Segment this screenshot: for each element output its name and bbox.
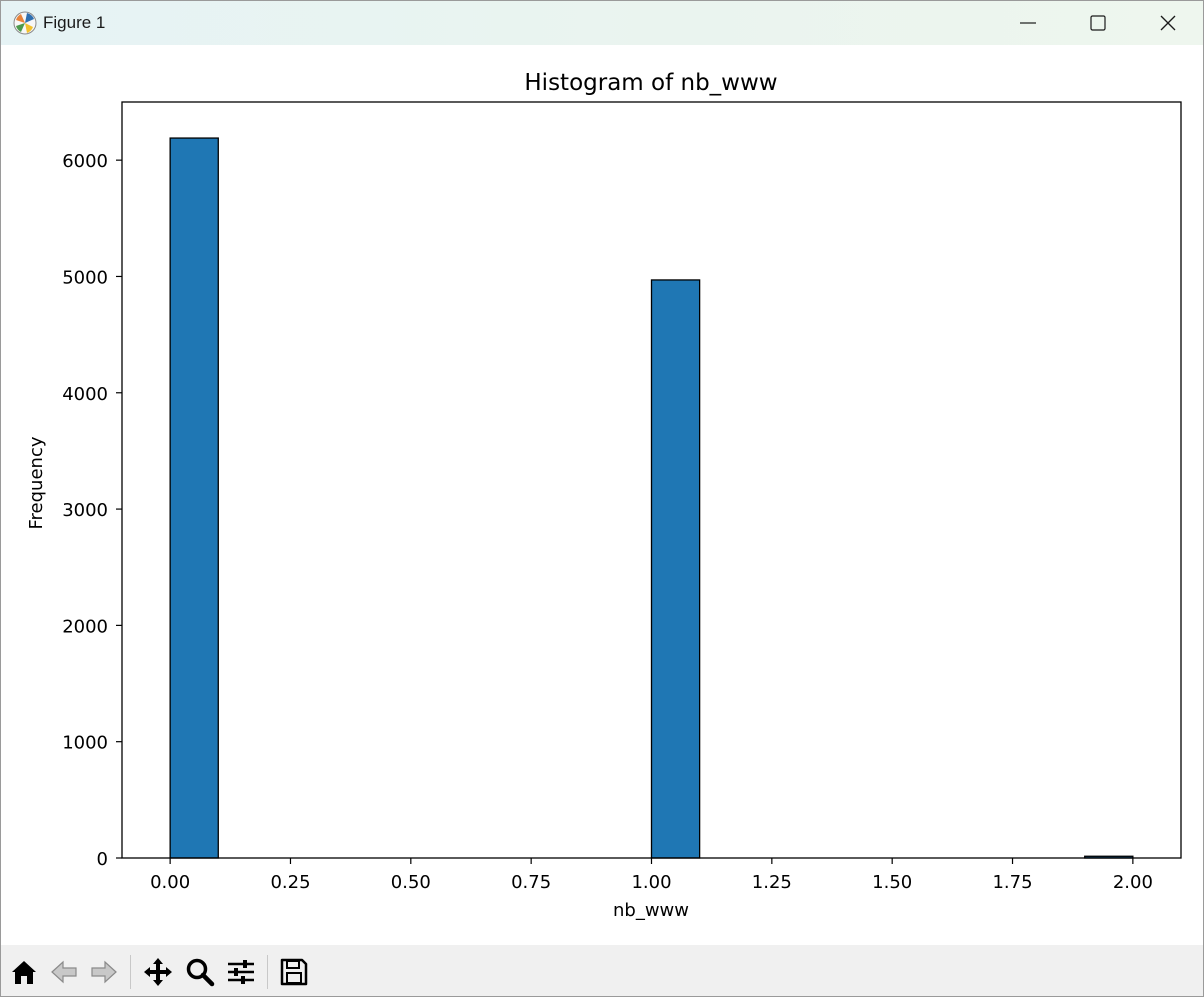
- forward-button[interactable]: [87, 955, 121, 989]
- chart-title: Histogram of nb_www: [524, 70, 777, 96]
- y-tick-label: 4000: [62, 384, 108, 405]
- y-tick-label: 1000: [62, 733, 108, 754]
- zoom-button[interactable]: [183, 955, 217, 989]
- x-tick-label: 0.25: [270, 872, 310, 893]
- close-button[interactable]: [1133, 1, 1203, 45]
- toolbar-separator: [267, 955, 268, 989]
- zoom-magnifier-icon: [186, 958, 215, 987]
- home-icon: [12, 961, 36, 984]
- matplotlib-icon: [13, 11, 37, 35]
- configure-subplots-button[interactable]: [224, 955, 258, 989]
- toolbar-separator: [130, 955, 131, 989]
- y-tick-label: 2000: [62, 616, 108, 637]
- close-icon: [1160, 15, 1176, 31]
- x-tick-label: 1.00: [631, 872, 671, 893]
- x-tick-label: 1.75: [992, 872, 1032, 893]
- y-axis-label: Frequency: [26, 436, 47, 529]
- y-tick-label: 3000: [62, 500, 108, 521]
- pan-move-icon: [144, 958, 172, 986]
- histogram-bar: [169, 137, 219, 859]
- histogram-chart: Histogram of nb_www 0.00 0.25 0.50 0.75 1.00…: [26, 70, 1182, 921]
- window-title: Figure 1: [43, 13, 106, 32]
- x-tick-label: 1.50: [872, 872, 912, 893]
- navigation-toolbar: [1, 945, 1203, 996]
- home-button[interactable]: [7, 955, 41, 989]
- x-tick-label: 0.00: [150, 872, 190, 893]
- back-arrow-icon: [51, 960, 77, 984]
- x-tick-label: 1.25: [752, 872, 792, 893]
- bars-group: [169, 137, 1134, 859]
- pan-button[interactable]: [141, 955, 175, 989]
- y-tick-label: 5000: [62, 267, 108, 288]
- x-tick-label: 0.50: [391, 872, 431, 893]
- x-axis-label: nb_www: [613, 900, 689, 921]
- x-tick-label: 0.75: [511, 872, 551, 893]
- forward-arrow-icon: [91, 960, 117, 984]
- back-button[interactable]: [47, 955, 81, 989]
- save-disk-icon: [280, 958, 308, 986]
- x-axis-ticks: 0.00 0.25 0.50 0.75 1.00 1.25 1.50 1.75 2.00: [150, 858, 1153, 893]
- save-button[interactable]: [277, 955, 311, 989]
- figure-canvas[interactable]: Histogram of nb_www 0.00 0.25 0.50 0.75 1.00…: [1, 45, 1203, 945]
- maximize-icon: [1090, 15, 1106, 31]
- histogram-bar: [650, 279, 701, 859]
- minimize-icon: [1020, 22, 1036, 24]
- configure-subplots-icon: [228, 960, 254, 984]
- y-tick-label: 6000: [62, 151, 108, 172]
- y-tick-label: 0: [97, 849, 108, 870]
- maximize-button[interactable]: [1063, 1, 1133, 45]
- x-tick-label: 2.00: [1113, 872, 1153, 893]
- minimize-button[interactable]: [993, 1, 1063, 45]
- title-bar[interactable]: Figure 1: [1, 1, 1203, 45]
- y-axis-ticks: 0 1000 2000 3000 4000 5000 6000: [62, 151, 122, 870]
